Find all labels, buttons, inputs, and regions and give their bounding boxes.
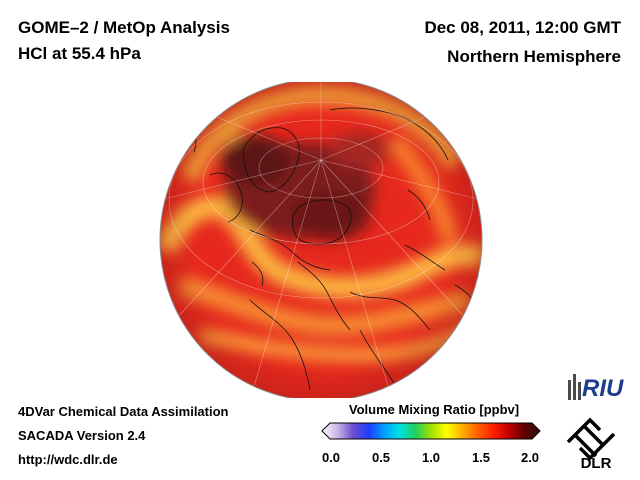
dlr-logo-text: DLR: [581, 455, 612, 470]
date-label: Dec 08, 2011, 12:00 GMT: [424, 18, 621, 37]
map-subtitle: HCl at 55.4 hPa: [18, 44, 141, 63]
map-title: GOME–2 / MetOp Analysis: [18, 18, 230, 37]
footer-url: http://wdc.dlr.de: [18, 452, 118, 467]
colorbar-tick-0: 0.0: [321, 450, 341, 465]
colorbar-ramp: [321, 422, 541, 440]
riu-logo-text: RIU: [582, 375, 624, 402]
riu-logo: RIU: [568, 374, 624, 402]
footer-version: SACADA Version 2.4: [18, 428, 146, 443]
colorbar-tick-4: 2.0: [520, 450, 540, 465]
hemisphere-label: Northern Hemisphere: [447, 47, 621, 66]
footer-method: 4DVar Chemical Data Assimilation: [18, 404, 229, 419]
dlr-logo: DLR: [566, 417, 616, 470]
colorbar-tick-1: 0.5: [371, 450, 391, 465]
colorbar-tick-2: 1.0: [421, 450, 441, 465]
globe-outline: [159, 82, 483, 398]
colorbar-title: Volume Mixing Ratio [ppbv]: [348, 402, 520, 417]
globe-map: [159, 82, 483, 398]
colorbar-tick-3: 1.5: [471, 450, 491, 465]
colorbar: [321, 422, 541, 440]
